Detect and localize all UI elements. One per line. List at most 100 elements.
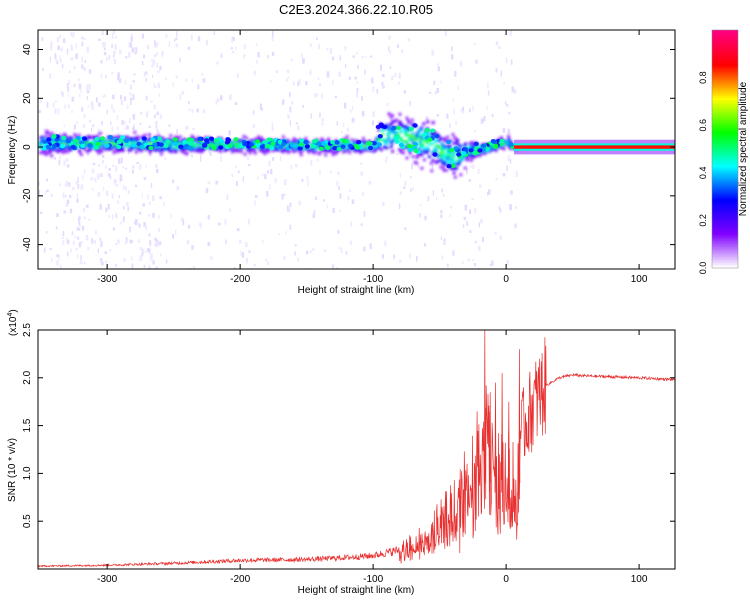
y-tick-label: 1.0: [22, 466, 33, 480]
colorbar-step: [712, 49, 738, 53]
y-tick-label: 0.5: [22, 514, 33, 528]
y-tick-label: -40: [22, 237, 33, 252]
colorbar-step: [712, 69, 738, 73]
y-tick-label: 20: [22, 92, 33, 104]
colorbar-step: [712, 226, 738, 229]
colorbar-step: [712, 139, 738, 142]
colorbar: 0.0 0.2 0.4 0.6 0.8 Normalized spectral ampl…: [698, 29, 749, 274]
y-tick-label: 0: [22, 144, 33, 150]
chart-title: C2E3.2024.366.22.10.R05: [279, 2, 433, 17]
colorbar-step: [712, 186, 738, 190]
colorbar-step: [712, 218, 738, 221]
x-tick-label: -100: [363, 574, 383, 585]
colorbar-step: [712, 77, 738, 81]
colorbar-step: [712, 111, 738, 114]
colorbar-step: [712, 95, 738, 99]
colorbar-step: [712, 246, 738, 249]
y-tick-label: 1.5: [22, 418, 33, 432]
y-tick-label: 40: [22, 44, 33, 56]
colorbar-step: [712, 188, 738, 192]
colorbar-step: [712, 260, 738, 263]
colorbar-step: [712, 162, 738, 166]
colorbar-step: [712, 244, 738, 247]
colorbar-step: [712, 133, 738, 136]
snr-x-ticks: -300 -200 -100 0 100: [97, 330, 648, 585]
snr-y-multiplier: (x104): [7, 309, 19, 336]
colorbar-step: [712, 180, 738, 184]
x-tick-label: 100: [631, 574, 648, 585]
colorbar-step: [712, 137, 738, 140]
colorbar-step: [712, 123, 738, 126]
colorbar-step: [712, 198, 738, 202]
colorbar-step: [712, 222, 738, 225]
colorbar-step: [712, 31, 738, 35]
colorbar-step: [712, 196, 738, 200]
x-tick-label: 0: [503, 274, 509, 285]
snr-panel: -300 -200 -100 0 100 0.5 1.0 1.5 2.0 2.5 Height …: [7, 309, 676, 596]
colorbar-step: [712, 220, 738, 223]
colorbar-step: [712, 206, 738, 210]
snr-y-axis-label: SNR (10 * v/v): [7, 438, 18, 502]
colorbar-tick-label: 0.8: [698, 71, 708, 84]
snr-line: [38, 330, 675, 568]
colorbar-step: [712, 204, 738, 208]
colorbar-step: [712, 33, 738, 37]
colorbar-step: [712, 141, 738, 144]
colorbar-step: [712, 160, 738, 164]
colorbar-step: [712, 93, 738, 97]
colorbar-step: [712, 85, 738, 89]
colorbar-step: [712, 156, 738, 160]
colorbar-step: [712, 234, 738, 237]
colorbar-step: [712, 184, 738, 188]
colorbar-step: [712, 230, 738, 233]
colorbar-step: [712, 91, 738, 95]
colorbar-step: [712, 39, 738, 43]
colorbar-tick-label: 0.4: [698, 167, 708, 180]
colorbar-step: [712, 101, 738, 104]
colorbar-step: [712, 83, 738, 87]
colorbar-tick-label: 0.2: [698, 214, 708, 227]
x-tick-label: -200: [230, 274, 250, 285]
colorbar-step: [712, 135, 738, 138]
x-tick-label: -300: [97, 274, 117, 285]
colorbar-step: [712, 264, 738, 267]
colorbar-step: [712, 194, 738, 198]
colorbar-step: [712, 182, 738, 186]
colorbar-step: [712, 119, 738, 122]
colorbar-step: [712, 99, 738, 102]
colorbar-step: [712, 131, 738, 134]
colorbar-step: [712, 115, 738, 118]
y-tick-label: 2.5: [22, 323, 33, 337]
colorbar-step: [712, 87, 738, 91]
colorbar-step: [712, 73, 738, 77]
colorbar-step: [712, 240, 738, 243]
colorbar-step: [712, 125, 738, 128]
colorbar-step: [712, 103, 738, 106]
colorbar-step: [712, 250, 738, 253]
colorbar-step: [712, 258, 738, 261]
spectrogram-heatmap: [38, 30, 675, 269]
colorbar-step: [712, 117, 738, 120]
colorbar-step: [712, 45, 738, 49]
colorbar-step: [712, 129, 738, 132]
colorbar-step: [712, 176, 738, 180]
colorbar-step: [712, 59, 738, 63]
x-tick-label: -300: [97, 574, 117, 585]
snr-y-ticks: 0.5 1.0 1.5 2.0 2.5: [22, 323, 675, 528]
colorbar-step: [712, 178, 738, 182]
colorbar-step: [712, 224, 738, 227]
colorbar-step: [712, 262, 738, 265]
colorbar-step: [712, 202, 738, 206]
snr-background: [38, 330, 675, 569]
colorbar-step: [712, 158, 738, 162]
spectrogram-x-axis-label: Height of straight line (km): [298, 285, 415, 296]
colorbar-step: [712, 174, 738, 178]
x-tick-label: 100: [631, 274, 648, 285]
colorbar-step: [712, 154, 738, 158]
colorbar-step: [712, 67, 738, 71]
colorbar-step: [712, 61, 738, 65]
colorbar-step: [712, 35, 738, 39]
heatmap-core-blobs: [41, 122, 515, 169]
y-tick-label: 2.0: [22, 370, 33, 384]
x-tick-label: -100: [363, 274, 383, 285]
